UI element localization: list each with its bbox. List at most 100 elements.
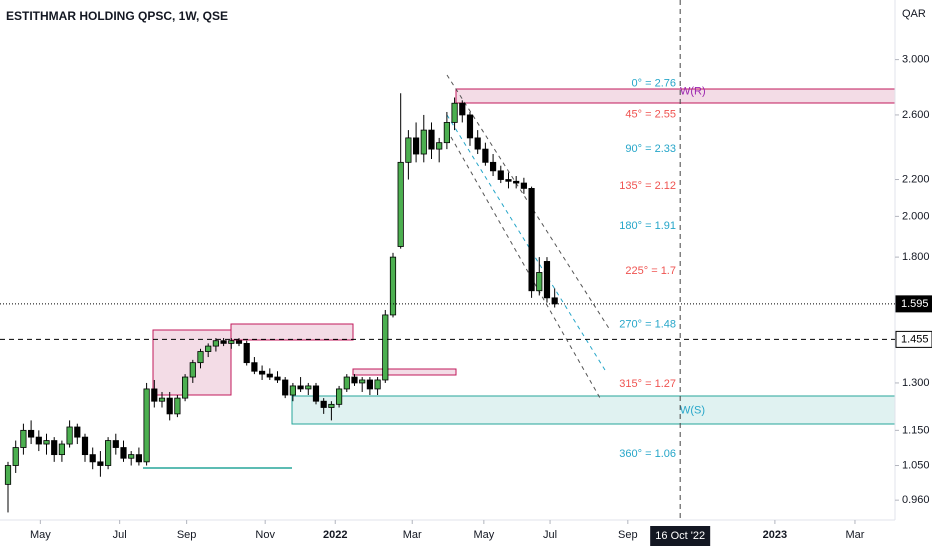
candle-body (135, 454, 142, 463)
angle-label: 225° = 1.7 (625, 265, 676, 277)
candle-body (505, 179, 512, 182)
candle-body (351, 376, 358, 384)
candle-body (497, 170, 504, 180)
candle-body (258, 370, 266, 375)
candle-body (397, 161, 404, 247)
x-tick-label: Jul (543, 529, 557, 541)
candle-body (366, 379, 373, 390)
candle-body (189, 362, 196, 378)
candle-body (158, 397, 166, 402)
x-tick-label: Nov (255, 529, 275, 541)
channel-line (446, 129, 601, 399)
candle-body (243, 342, 250, 364)
candle-body (12, 447, 19, 466)
angle-label: 180° = 1.91 (619, 220, 676, 232)
zone (455, 88, 896, 104)
candle-body (220, 340, 227, 344)
candle-body (428, 129, 435, 150)
candle-body (412, 137, 420, 155)
candle-body (528, 188, 535, 292)
angle-label: 360° = 1.06 (619, 448, 676, 460)
zone (230, 323, 354, 341)
price-label: 1.595 (901, 298, 929, 310)
candle-body (20, 429, 27, 448)
candle-body (459, 102, 466, 116)
angle-label: 0° = 2.76 (632, 78, 676, 90)
candle-body (266, 373, 273, 378)
zone (291, 395, 896, 425)
candle-body (174, 397, 181, 415)
candle-body (28, 429, 35, 438)
candle-body (328, 403, 335, 408)
candle-body (58, 443, 65, 456)
candle-body (97, 461, 104, 466)
candle-body (105, 440, 112, 466)
y-tick-label: 0.960 (902, 494, 930, 506)
candle-body (359, 379, 366, 384)
candle-body (66, 426, 73, 445)
candle-body (551, 297, 558, 305)
price-box (895, 330, 932, 348)
candle-body (420, 129, 427, 155)
crosshair-label: 16 Oct '22 (655, 530, 705, 542)
channel-line (446, 74, 611, 331)
crosshair-box (650, 526, 711, 546)
y-tick-label: 2.000 (902, 210, 930, 222)
candle-body (543, 261, 551, 299)
candle-body (289, 385, 296, 396)
wave-label: W(R) (680, 86, 706, 98)
candle-body (212, 340, 219, 347)
candle-body (251, 362, 258, 372)
y-tick-label: 2.600 (902, 109, 930, 121)
currency: QAR (902, 8, 926, 20)
candle-body (128, 454, 135, 459)
candle-body (305, 385, 312, 390)
candle-body (112, 440, 119, 448)
candle-body (51, 440, 58, 456)
x-tick-label: Jul (113, 529, 127, 541)
candle-body (335, 388, 343, 405)
angle-label: 315° = 1.27 (619, 378, 676, 390)
x-tick-label: Sep (177, 529, 197, 541)
channel-line (446, 114, 606, 371)
angle-label: 270° = 1.48 (619, 319, 676, 331)
candle-body (536, 272, 543, 292)
x-tick-label: Mar (845, 529, 864, 541)
candle-body (35, 436, 42, 445)
candle-body (143, 388, 150, 463)
candle-body (320, 400, 327, 408)
x-tick-label: Sep (618, 529, 638, 541)
candle-body (451, 102, 458, 123)
candle-body (228, 340, 235, 344)
zone (352, 368, 457, 376)
candle-body (205, 345, 212, 352)
price-box (895, 295, 932, 313)
candle-body (235, 340, 243, 344)
candle-body (382, 314, 389, 381)
angle-label: 90° = 2.33 (625, 143, 676, 155)
angle-label: 135° = 2.12 (619, 180, 676, 192)
candle-body (343, 376, 350, 390)
candle-body (81, 436, 89, 456)
candle-body (474, 137, 481, 150)
x-tick-label: May (473, 529, 494, 541)
y-tick-label: 1.050 (902, 459, 930, 471)
candle-body (389, 256, 397, 316)
candle-body (436, 142, 443, 150)
candle-body (4, 465, 12, 485)
candle-body (482, 148, 489, 163)
candle-body (120, 447, 127, 459)
candle-body (443, 122, 450, 144)
candle-body (513, 180, 520, 184)
candle-body (151, 388, 158, 402)
candle-body (466, 114, 474, 139)
candle-body (43, 440, 50, 445)
y-tick-label: 1.800 (902, 251, 930, 263)
y-tick-label: 3.000 (902, 54, 930, 66)
angle-label: 45° = 2.55 (625, 108, 676, 120)
candle-body (312, 385, 320, 402)
candle-body (89, 454, 96, 463)
candle-body (405, 137, 412, 163)
